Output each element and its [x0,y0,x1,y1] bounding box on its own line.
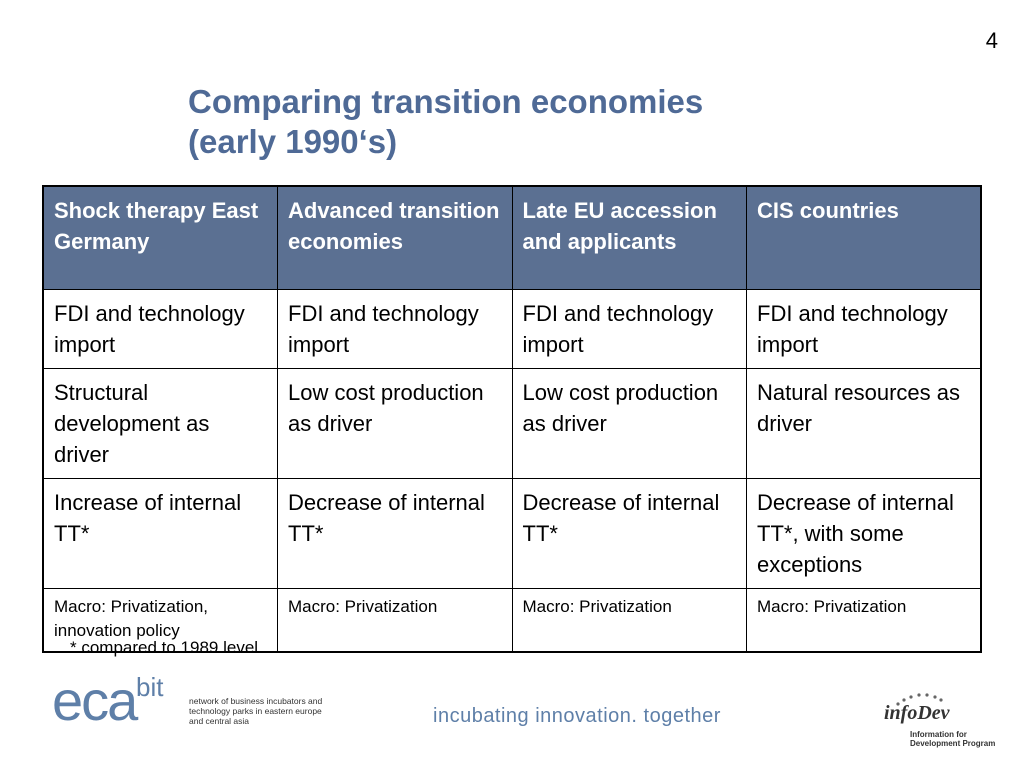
header-cis: CIS countries [746,185,982,290]
table-header-row: Shock therapy East Germany Advanced tran… [42,185,982,290]
header-late-eu: Late EU accession and applicants [511,185,747,290]
table-row: Increase of internal TT* Decrease of int… [42,478,982,589]
ecabit-logo-bit: bit [136,672,164,702]
table-cell: Macro: Privatization [511,588,747,653]
table-cell: Macro: Privatization, innovation policy [42,588,278,653]
infodev-name: infoDev [884,702,950,724]
table-cell: Increase of internal TT* [42,478,278,589]
table-cell: Decrease of internal TT*, with some exce… [746,478,982,589]
comparison-table: Shock therapy East Germany Advanced tran… [42,185,982,653]
table-cell: Low cost production as driver [277,368,513,479]
table-row: Macro: Privatization, innovation policy … [42,588,982,653]
infodev-description: Information for Development Program [910,730,996,748]
table-cell: Natural resources as driver [746,368,982,479]
table-cell: Decrease of internal TT* [277,478,513,589]
table-cell: FDI and technology import [746,289,982,369]
dots-arc-icon [896,693,943,706]
header-shock-therapy: Shock therapy East Germany [42,185,278,290]
table-row: Structural development as driver Low cos… [42,368,982,479]
table-cell: Macro: Privatization [746,588,982,653]
table-cell: Structural development as driver [42,368,278,479]
ecabit-logo-eca: eca [52,669,138,732]
ecabit-description: network of business incubators and techn… [189,696,323,726]
infodev-logo: infoDev Information for Development Prog… [884,690,1004,756]
ecabit-logo: eca bit network of business incubators a… [52,670,322,740]
title-line-2: (early 1990‘s) [188,123,398,160]
table-cell: Macro: Privatization [277,588,513,653]
table-cell: Low cost production as driver [511,368,747,479]
table-cell: FDI and technology import [511,289,747,369]
table-cell: FDI and technology import [277,289,513,369]
tagline: incubating innovation. together [433,705,721,727]
slide-title: Comparing transition economies (early 19… [188,82,703,162]
title-line-1: Comparing transition economies [188,83,704,120]
header-advanced-transition: Advanced transition economies [277,185,513,290]
footnote: * compared to 1989 level [70,638,259,657]
table-row: FDI and technology import FDI and techno… [42,289,982,369]
table-cell: FDI and technology import [42,289,278,369]
table-cell: Decrease of internal TT* [511,478,747,589]
page-number: 4 [985,28,998,53]
